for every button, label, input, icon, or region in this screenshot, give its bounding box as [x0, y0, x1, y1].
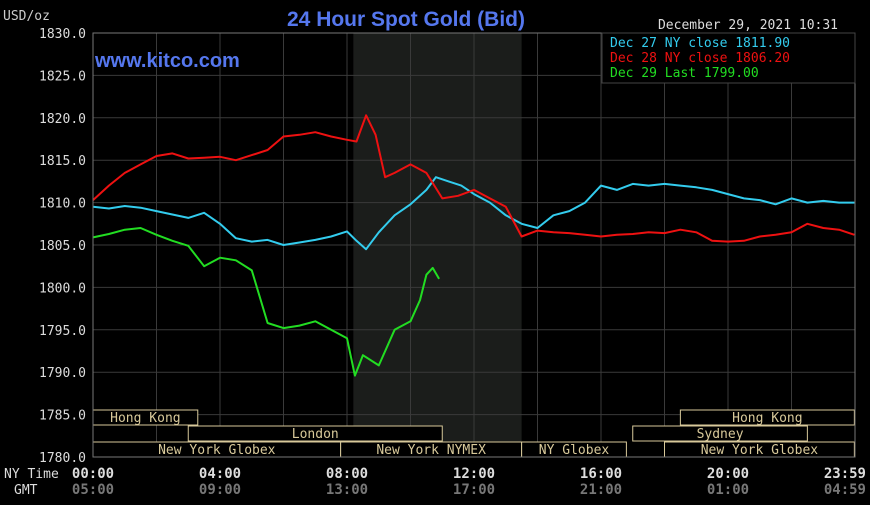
y-tick-label: 1795.0	[39, 324, 86, 339]
y-axis-ticks: 1830.0 1825.0 1820.0 1815.0 1810.0 1805.0 1800…	[39, 27, 86, 466]
x-tick-label-ny: 04:00	[199, 466, 241, 482]
y-tick-label: 1830.0	[39, 27, 86, 42]
session-label: New York Globex	[701, 443, 819, 458]
x-tick-label-gmt: 04:59	[824, 482, 866, 498]
x-tick-label-ny: 16:00	[580, 466, 622, 482]
session-box	[632, 425, 808, 442]
watermark: www.kitco.com	[94, 50, 240, 72]
grid	[93, 32, 855, 458]
y-tick-label: 1790.0	[39, 366, 86, 381]
x-tick-label-ny: 08:00	[326, 466, 368, 482]
timestamp: December 29, 2021 10:31	[658, 18, 838, 33]
x-tick-label-ny: 20:00	[707, 466, 749, 482]
y-tick-label: 1810.0	[39, 197, 86, 212]
session-label: New York NYMEX	[376, 443, 486, 458]
x-tick-label-ny: 00:00	[72, 466, 114, 482]
legend-entry-dec29: Dec 29 Last 1799.00	[610, 66, 759, 81]
y-tick-label: 1785.0	[39, 409, 86, 424]
x-tick-label-ny: 12:00	[453, 466, 495, 482]
plot-border	[92, 32, 856, 458]
session-label: Sydney	[697, 427, 744, 442]
y-tick-label: 1820.0	[39, 112, 86, 127]
legend-entry-dec27: Dec 27 NY close 1811.90	[610, 36, 790, 51]
session-label: NY Globex	[539, 443, 610, 458]
session-label: Hong Kong	[732, 411, 802, 426]
series-line-0	[92, 176, 855, 251]
chart-title: 24 Hour Spot Gold (Bid)	[287, 8, 525, 31]
x-row-label-ny: NY Time	[4, 467, 59, 482]
series-line-1	[92, 114, 855, 243]
session-box	[187, 425, 443, 442]
unit-label: USD/oz	[3, 9, 50, 24]
x-tick-label-ny: 23:59	[824, 466, 866, 482]
x-tick-label-gmt: 01:00	[707, 482, 749, 498]
y-tick-label: 1780.0	[39, 451, 86, 466]
x-row-label-gmt: GMT	[14, 483, 38, 498]
legend-entry-dec28: Dec 28 NY close 1806.20	[610, 51, 790, 66]
y-tick-label: 1805.0	[39, 239, 86, 254]
session-label: New York Globex	[158, 443, 276, 458]
price-series	[92, 114, 855, 377]
legend-box	[601, 32, 856, 84]
legend: Dec 27 NY close 1811.90 Dec 28 NY close …	[601, 32, 856, 84]
market-sessions: Hong Kong London New York Globex New York N…	[92, 409, 855, 458]
y-tick-label: 1800.0	[39, 281, 86, 296]
x-tick-label-gmt: 21:00	[580, 482, 622, 498]
y-tick-label: 1815.0	[39, 154, 86, 169]
x-tick-label-gmt: 09:00	[199, 482, 241, 498]
session-label: Hong Kong	[110, 411, 180, 426]
x-tick-label-gmt: 17:00	[453, 482, 495, 498]
session-box	[679, 409, 855, 426]
session-label: London	[292, 427, 339, 442]
x-tick-label-gmt: 05:00	[72, 482, 114, 498]
x-tick-label-gmt: 13:00	[326, 482, 368, 498]
series-line-2	[92, 227, 440, 377]
y-tick-label: 1825.0	[39, 69, 86, 84]
